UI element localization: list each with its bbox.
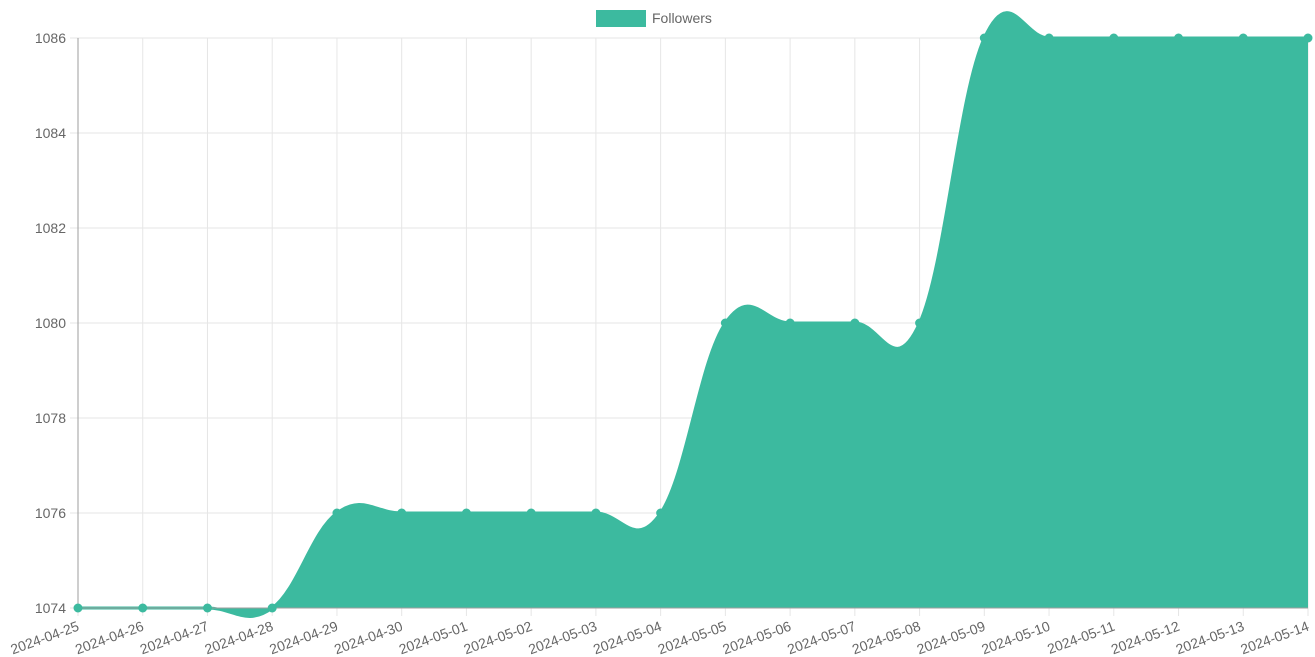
x-tick-label: 2024-05-01	[397, 618, 470, 657]
y-axis-ticks: 1074 1076 1078 1080 1082 1084 1086	[35, 30, 66, 616]
x-tick-label: 2024-05-13	[1174, 618, 1247, 657]
data-point	[850, 318, 860, 328]
x-tick-label: 2024-05-08	[850, 618, 923, 657]
y-tick-label: 1086	[35, 30, 66, 46]
x-tick-label: 2024-05-12	[1109, 618, 1182, 657]
data-point	[138, 603, 148, 613]
x-tick-label: 2024-05-04	[591, 618, 664, 657]
x-tick-label: 2024-05-09	[915, 618, 988, 657]
data-points	[73, 33, 1313, 613]
followers-area	[78, 12, 1308, 617]
x-tick-label: 2024-05-07	[785, 618, 858, 657]
x-tick-label: 2024-05-11	[1045, 618, 1117, 657]
x-tick-label: 2024-04-26	[73, 618, 146, 657]
data-point	[267, 603, 277, 613]
data-point	[591, 508, 601, 518]
y-tick-label: 1082	[35, 220, 66, 236]
data-point	[1238, 33, 1248, 43]
data-point	[915, 318, 925, 328]
y-tick-label: 1084	[35, 125, 66, 141]
data-point	[1044, 33, 1054, 43]
legend[interactable]: Followers	[596, 10, 712, 27]
x-tick-label: 2024-05-10	[979, 618, 1052, 657]
x-tick-label: 2024-05-02	[461, 618, 534, 657]
x-tick-label: 2024-05-06	[720, 618, 793, 657]
axes	[77, 38, 1308, 609]
data-point	[1174, 33, 1184, 43]
legend-swatch[interactable]	[596, 10, 646, 27]
data-point	[332, 508, 342, 518]
data-point	[461, 508, 471, 518]
x-tick-label: 2024-04-27	[138, 618, 211, 657]
y-tick-label: 1078	[35, 410, 66, 426]
y-tick-label: 1076	[35, 505, 66, 521]
data-point	[785, 318, 795, 328]
followers-line	[77, 11, 1308, 618]
x-tick-label: 2024-05-03	[526, 618, 599, 657]
x-tick-label: 2024-04-25	[8, 618, 81, 657]
data-point	[720, 318, 730, 328]
y-tick-label: 1080	[35, 315, 66, 331]
x-tick-label: 2024-05-05	[656, 618, 729, 657]
data-point	[526, 508, 536, 518]
data-point	[73, 603, 83, 613]
x-tick-label: 2024-04-29	[267, 618, 340, 657]
data-point	[1303, 33, 1313, 43]
y-tick-label: 1074	[35, 600, 66, 616]
data-point	[397, 508, 407, 518]
x-axis-ticks: 2024-04-252024-04-262024-04-272024-04-28…	[8, 618, 1311, 657]
x-tick-label: 2024-04-28	[202, 618, 275, 657]
legend-label[interactable]: Followers	[652, 10, 712, 26]
x-tick-label: 2024-05-14	[1238, 618, 1311, 657]
data-point	[656, 508, 666, 518]
data-point	[1109, 33, 1119, 43]
x-tick-label: 2024-04-30	[332, 618, 405, 657]
series-area	[77, 11, 1308, 618]
data-point	[979, 33, 989, 43]
data-point	[202, 603, 212, 613]
